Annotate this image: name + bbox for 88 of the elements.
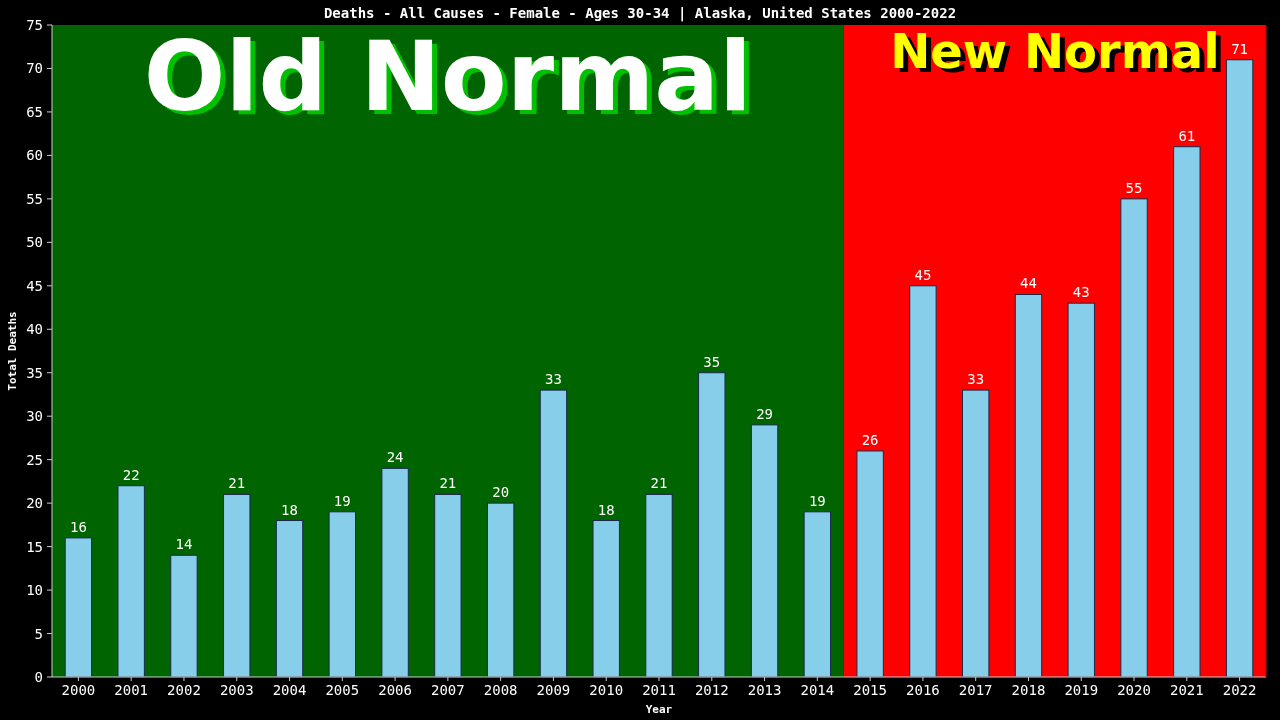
x-tick-label: 2015 bbox=[853, 682, 887, 698]
bar bbox=[486, 502, 515, 678]
bar bbox=[64, 537, 93, 678]
data-label: 21 bbox=[439, 475, 457, 492]
x-tick-label: 2011 bbox=[642, 682, 676, 698]
data-label: 33 bbox=[545, 371, 562, 388]
bar bbox=[962, 389, 990, 678]
x-tick-label: 2001 bbox=[114, 682, 149, 698]
x-tick-label: 2004 bbox=[272, 682, 307, 698]
x-tick-label: 2003 bbox=[219, 682, 254, 698]
x-tick-label: 2008 bbox=[483, 682, 518, 698]
data-label: 24 bbox=[386, 449, 404, 466]
bar bbox=[1014, 293, 1043, 678]
data-label: 55 bbox=[1125, 179, 1143, 196]
data-label: 71 bbox=[1231, 40, 1249, 57]
chart-title: Deaths - All Causes - Female - Ages 30-34 | Alaska, United States 2000-2022 bbox=[323, 5, 957, 22]
y-tick-label: 45 bbox=[26, 277, 43, 294]
data-label: 35 bbox=[703, 353, 721, 370]
bar bbox=[275, 520, 304, 678]
bar bbox=[909, 285, 937, 678]
x-tick-label: 2005 bbox=[325, 682, 360, 698]
y-tick-label: 5 bbox=[34, 625, 43, 642]
data-label: 21 bbox=[228, 475, 246, 492]
y-tick-label: 75 bbox=[26, 17, 43, 33]
x-axis-title: Year bbox=[645, 703, 673, 716]
bar bbox=[434, 493, 462, 678]
y-tick-label: 40 bbox=[26, 321, 43, 338]
y-tick-label: 70 bbox=[26, 60, 43, 77]
y-tick-label: 10 bbox=[26, 582, 43, 599]
data-label: 21 bbox=[650, 475, 668, 492]
y-tick-label: 25 bbox=[26, 451, 43, 468]
bar bbox=[698, 372, 726, 678]
x-tick-label: 2016 bbox=[906, 682, 940, 698]
bar bbox=[1067, 302, 1095, 678]
x-tick-label: 2000 bbox=[61, 682, 96, 698]
data-label: 33 bbox=[967, 371, 985, 388]
data-label: 18 bbox=[597, 501, 615, 518]
data-label: 14 bbox=[175, 536, 193, 553]
y-tick-label: 60 bbox=[26, 147, 43, 164]
bar bbox=[856, 450, 884, 678]
x-tick-label: 2009 bbox=[536, 682, 571, 698]
y-tick-label: 20 bbox=[26, 495, 43, 512]
bar bbox=[539, 389, 568, 678]
x-tick-label: 2021 bbox=[1169, 682, 1204, 698]
data-label: 22 bbox=[122, 466, 140, 483]
bar bbox=[117, 485, 145, 678]
x-tick-label: 2007 bbox=[431, 682, 465, 698]
bar bbox=[1120, 198, 1148, 678]
data-label: 44 bbox=[1020, 275, 1037, 292]
data-label: 29 bbox=[756, 405, 773, 422]
data-label: 19 bbox=[808, 492, 826, 509]
data-label: 19 bbox=[333, 492, 351, 509]
data-label: 26 bbox=[861, 431, 879, 448]
x-tick-label: 2022 bbox=[1222, 682, 1257, 698]
bar bbox=[223, 493, 251, 678]
x-tick-label: 2019 bbox=[1064, 682, 1099, 698]
y-tick-label: 0 bbox=[34, 669, 43, 685]
bar bbox=[170, 554, 198, 678]
y-tick-label: 65 bbox=[26, 103, 43, 120]
data-label: 43 bbox=[1072, 284, 1090, 301]
bar bbox=[592, 520, 620, 678]
data-label: 16 bbox=[69, 518, 87, 535]
x-tick-label: 2010 bbox=[589, 682, 624, 698]
bar bbox=[645, 493, 673, 678]
y-tick-label: 50 bbox=[26, 234, 43, 251]
data-label: 20 bbox=[492, 484, 510, 501]
bar bbox=[803, 511, 832, 678]
bar bbox=[1173, 146, 1201, 678]
y-tick-label: 30 bbox=[26, 408, 43, 425]
y-tick-label: 35 bbox=[26, 364, 43, 381]
y-axis-title: Total Deaths bbox=[6, 311, 19, 391]
x-tick-label: 2002 bbox=[167, 682, 201, 698]
x-tick-label: 2017 bbox=[958, 682, 993, 698]
x-tick-label: 2013 bbox=[747, 682, 782, 698]
data-label: 61 bbox=[1178, 127, 1196, 144]
y-tick-label: 15 bbox=[26, 538, 43, 555]
data-label: 45 bbox=[914, 266, 932, 283]
bar bbox=[328, 511, 356, 678]
bar bbox=[1225, 59, 1254, 678]
x-tick-label: 2018 bbox=[1011, 682, 1046, 698]
x-tick-label: 2020 bbox=[1117, 682, 1151, 698]
bar bbox=[381, 467, 409, 678]
y-tick-label: 55 bbox=[26, 190, 43, 207]
x-tick-label: 2006 bbox=[378, 682, 412, 698]
data-label: 18 bbox=[281, 501, 298, 518]
x-tick-label: 2012 bbox=[694, 682, 729, 698]
x-tick-label: 2014 bbox=[800, 682, 835, 698]
bar bbox=[750, 424, 779, 678]
